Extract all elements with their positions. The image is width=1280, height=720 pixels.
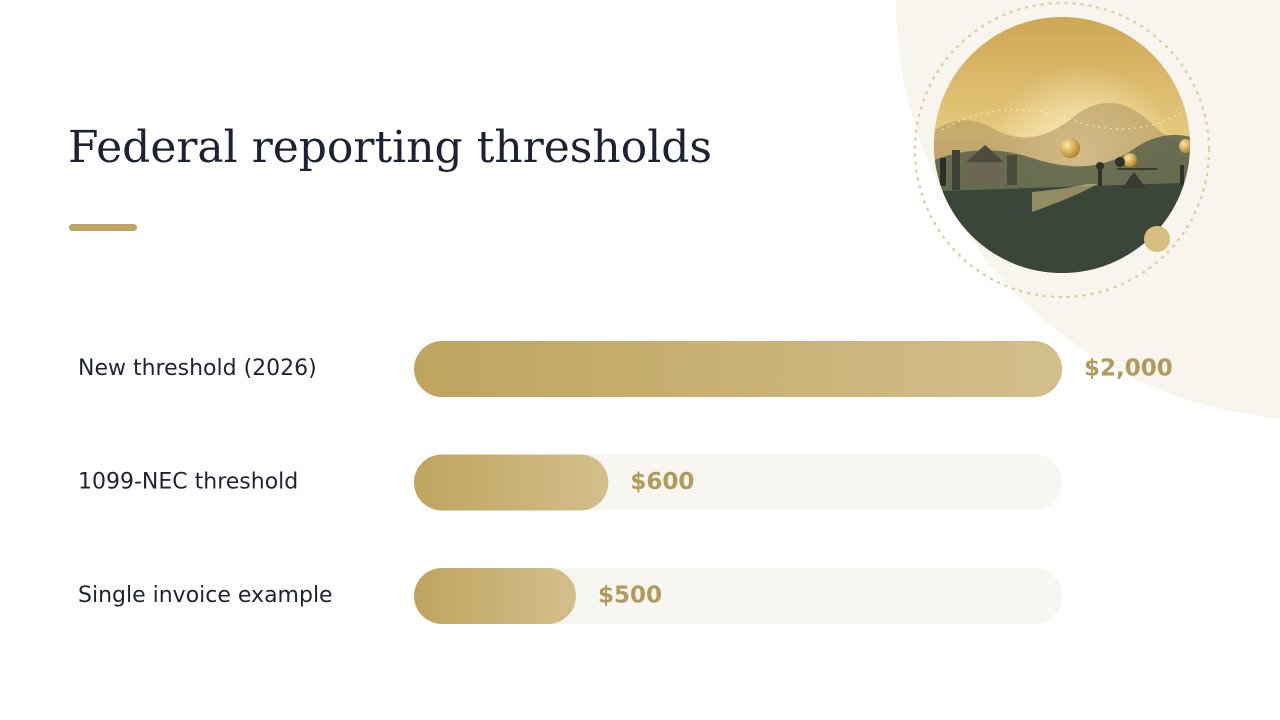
bar-row: 1099-NEC threshold $600 [78,454,1062,511]
category-label: Single invoice example [78,583,333,608]
accent-dot-decoration [1144,226,1170,252]
hero-illustration [913,1,1211,299]
value-label: $600 [630,469,694,495]
category-label: New threshold (2026) [78,356,317,381]
bar-row: New threshold (2026) $2,000 [78,341,1173,397]
bar [414,568,576,624]
bar-track [414,568,1062,624]
value-label: $2,000 [1084,356,1173,382]
bars-layer: New threshold (2026) $2,000 1099-NEC thres… [78,341,1173,624]
bar-row: Single invoice example $500 [78,568,1062,624]
bar [414,454,609,511]
value-label: $500 [598,583,662,609]
dotted-ring-decoration [913,1,1211,299]
page-title: Federal reporting thresholds [68,122,713,173]
bar [414,341,1062,397]
category-label: 1099-NEC threshold [78,470,298,495]
title-accent-rule [69,224,137,231]
